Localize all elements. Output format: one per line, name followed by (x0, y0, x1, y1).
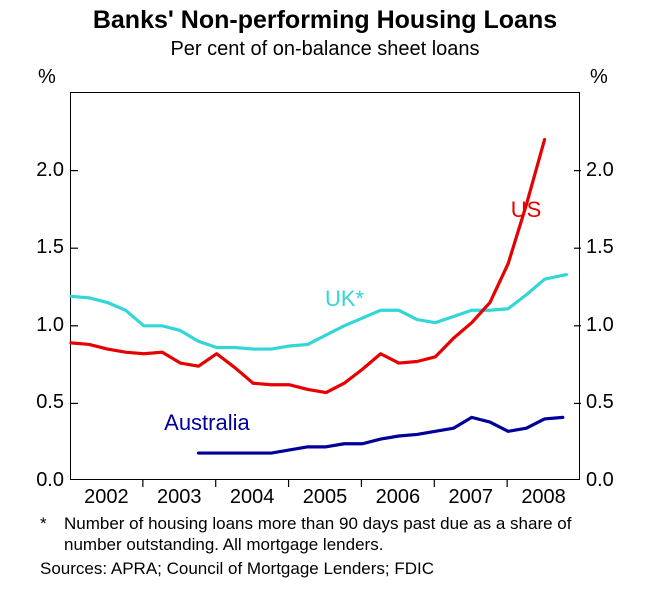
x-tick: 2002 (76, 486, 136, 509)
y-tick-right: 0.5 (586, 391, 614, 414)
y-tick-right: 2.0 (586, 159, 614, 182)
x-tick: 2008 (514, 486, 574, 509)
footnote: *Number of housing loans more than 90 da… (40, 513, 610, 556)
chart-title: Banks' Non-performing Housing Loans (0, 6, 650, 35)
x-tick: 2004 (222, 486, 282, 509)
chart-container: { "title": "Banks' Non-performing Housin… (0, 0, 650, 589)
y-tick-left: 0.0 (36, 469, 64, 492)
y-tick-left: 1.0 (36, 314, 64, 337)
y-axis-unit-left: % (38, 66, 56, 89)
x-tick: 2006 (368, 486, 428, 509)
series-label-au: Australia (164, 410, 250, 436)
y-tick-left: 0.5 (36, 391, 64, 414)
series-label-us: US (511, 197, 542, 223)
y-axis-unit-right: % (590, 66, 608, 89)
y-tick-right: 1.0 (586, 314, 614, 337)
chart-subtitle: Per cent of on-balance sheet loans (0, 38, 650, 61)
series-label-uk: UK* (325, 286, 364, 312)
y-tick-right: 0.0 (586, 469, 614, 492)
y-tick-left: 1.5 (36, 236, 64, 259)
x-tick: 2007 (441, 486, 501, 509)
x-tick: 2005 (295, 486, 355, 509)
sources-line: Sources: APRA; Council of Mortgage Lende… (40, 558, 610, 579)
x-tick: 2003 (149, 486, 209, 509)
y-tick-left: 2.0 (36, 159, 64, 182)
y-tick-right: 1.5 (586, 236, 614, 259)
